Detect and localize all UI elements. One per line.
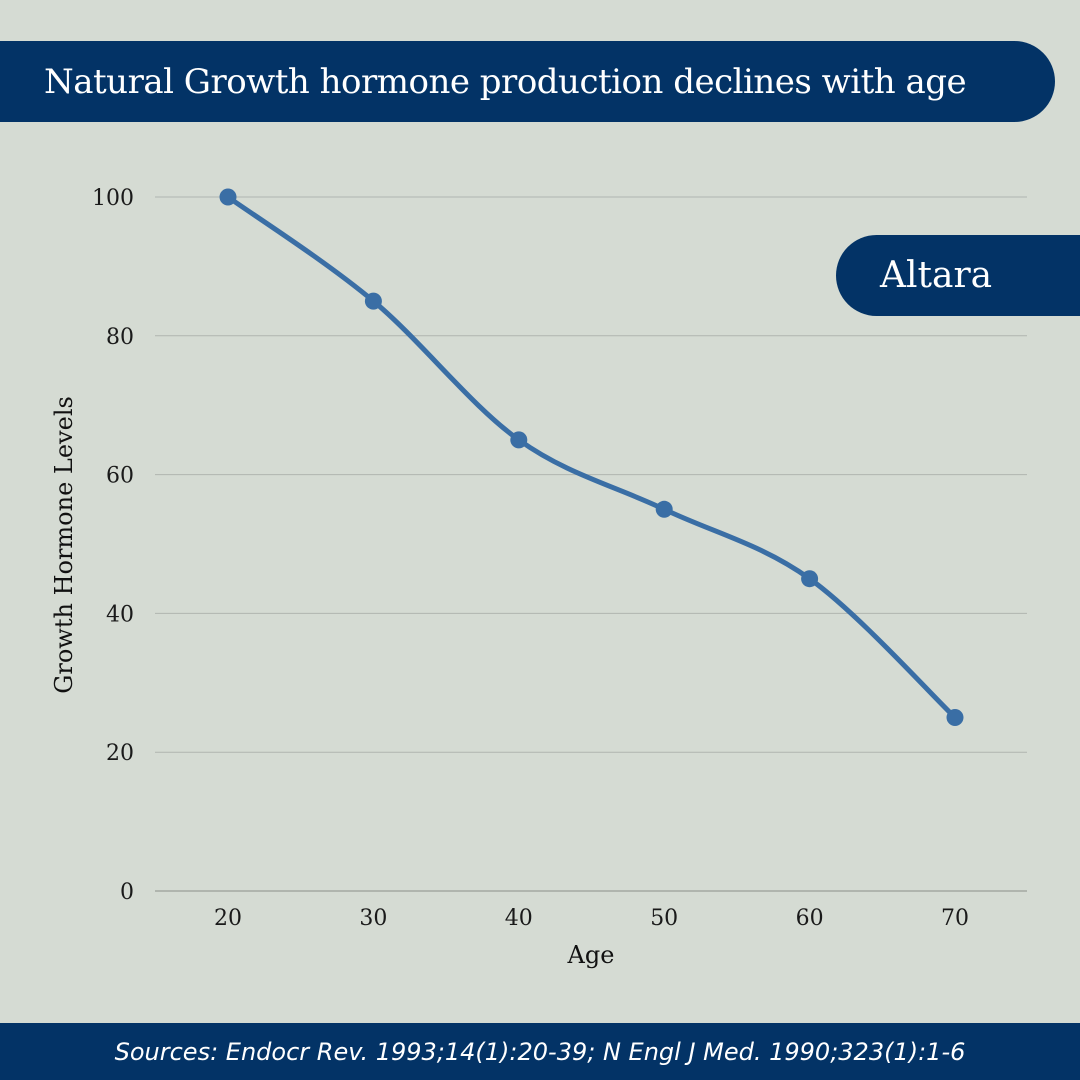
x-tick-label: 30 (359, 906, 387, 931)
brand-badge: Altara (836, 235, 1080, 316)
sources-text: Sources: Endocr Rev. 1993;14(1):20-39; N… (114, 1037, 966, 1066)
x-tick-label: 20 (214, 906, 242, 931)
data-point (655, 500, 673, 518)
y-axis-title: Growth Hormone Levels (50, 396, 78, 694)
sources-footer: Sources: Endocr Rev. 1993;14(1):20-39; N… (0, 1023, 1080, 1080)
brand-name: Altara (880, 255, 993, 296)
grid-lines (155, 196, 1027, 892)
x-axis-tick-labels: 20 30 40 50 60 70 (214, 906, 969, 931)
data-point (510, 431, 528, 449)
data-point (364, 292, 382, 310)
page-title: Natural Growth hormone production declin… (44, 61, 967, 102)
x-tick-label: 50 (650, 906, 678, 931)
y-tick-label: 100 (92, 186, 134, 211)
x-tick-label: 70 (941, 906, 969, 931)
y-tick-label: 40 (106, 602, 134, 627)
y-axis-tick-labels: 0 20 40 60 80 100 (92, 186, 134, 905)
series-layer (219, 188, 964, 726)
data-point (946, 709, 964, 726)
y-tick-label: 80 (106, 325, 134, 350)
data-point (801, 570, 819, 588)
y-tick-label: 20 (106, 741, 134, 766)
x-tick-label: 60 (796, 906, 824, 931)
title-banner: Natural Growth hormone production declin… (0, 41, 1055, 122)
x-tick-label: 40 (505, 906, 533, 931)
y-tick-label: 60 (106, 464, 134, 489)
series-line (225, 194, 958, 720)
data-point (219, 188, 237, 206)
x-axis-title: Age (567, 941, 615, 969)
y-tick-label: 0 (120, 880, 134, 905)
